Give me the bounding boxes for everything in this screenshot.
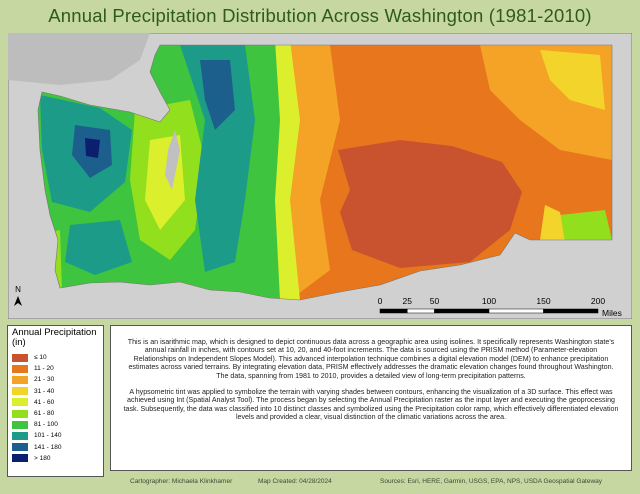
legend-item: 81 - 100: [12, 419, 99, 430]
paragraph: This is an isarithmic map, which is desi…: [127, 338, 615, 380]
legend-label: 61 - 80: [34, 410, 55, 418]
legend-item: 31 - 40: [12, 386, 99, 397]
scale-label: 200: [591, 296, 605, 306]
scale-segment: [379, 308, 408, 314]
vancouver-island: [8, 33, 150, 85]
map-title: Annual Precipitation Distribution Across…: [48, 5, 592, 26]
legend-label: 31 - 40: [34, 387, 55, 395]
legend-swatch: [12, 364, 28, 373]
legend: Annual Precipitation (in) ≤ 10 11 - 20 21 …: [7, 325, 104, 477]
legend-label: 101 - 140: [34, 432, 62, 440]
legend-swatch: [12, 353, 28, 362]
legend-item: > 180: [12, 453, 99, 464]
scale-segment: [407, 308, 435, 314]
sources: Sources: Esri, HERE, Garmin, USGS, EPA, …: [380, 478, 603, 485]
scale-label: 50: [430, 296, 440, 306]
north-label: N: [15, 285, 21, 294]
legend-swatch: [12, 454, 28, 463]
scale-unit: Miles: [602, 308, 622, 318]
scale-segment: [543, 308, 599, 314]
legend-swatch: [12, 375, 28, 384]
scale-segment: [434, 308, 490, 314]
legend-item: 41 - 60: [12, 397, 99, 408]
legend-swatch: [12, 387, 28, 396]
legend-title: Annual Precipitation (in): [12, 327, 97, 348]
puget-sound: [165, 130, 180, 190]
scale-label: 150: [536, 296, 550, 306]
legend-item: 101 - 140: [12, 430, 99, 441]
description: This is an isarithmic map, which is desi…: [110, 325, 632, 471]
scale-label: 100: [482, 296, 496, 306]
legend-label: 41 - 60: [34, 398, 55, 406]
legend-label: > 180: [34, 454, 51, 462]
legend-item: 61 - 80: [12, 408, 99, 419]
legend-label: 11 - 20: [34, 365, 54, 373]
legend-swatch: [12, 420, 28, 429]
legend-swatch: [12, 431, 28, 440]
legend-label: 141 - 180: [34, 443, 62, 451]
legend-swatch: [12, 443, 28, 452]
legend-item: 21 - 30: [12, 374, 99, 385]
scale-label: 25: [403, 296, 413, 306]
state-outline: [37, 44, 613, 301]
cartographer: Cartographer: Michaela Klinkhamer: [130, 478, 233, 485]
north-arrow: [14, 296, 22, 306]
legend-item: 11 - 20: [12, 363, 99, 374]
paragraph: A hypsometric tint was applied to symbol…: [123, 388, 619, 422]
legend-label: 21 - 30: [34, 376, 55, 384]
legend-items: ≤ 10 11 - 20 21 - 30 31 - 40 41 - 60 61 - 80 8…: [12, 352, 99, 464]
legend-item: 141 - 180: [12, 442, 99, 453]
scale-bar: 0 25 50 100 150 200 Miles: [378, 296, 622, 318]
legend-swatch: [12, 409, 28, 418]
legend-item: ≤ 10: [12, 352, 99, 363]
scale-segment: [488, 308, 544, 314]
legend-label: 81 - 100: [34, 421, 58, 429]
map-date: Map Created: 04/28/2024: [258, 478, 332, 485]
scale-label: 0: [378, 296, 383, 306]
legend-swatch: [12, 398, 28, 407]
map: N 0 25 50 100 150 200 Miles: [8, 33, 632, 319]
legend-label: ≤ 10: [34, 354, 47, 362]
